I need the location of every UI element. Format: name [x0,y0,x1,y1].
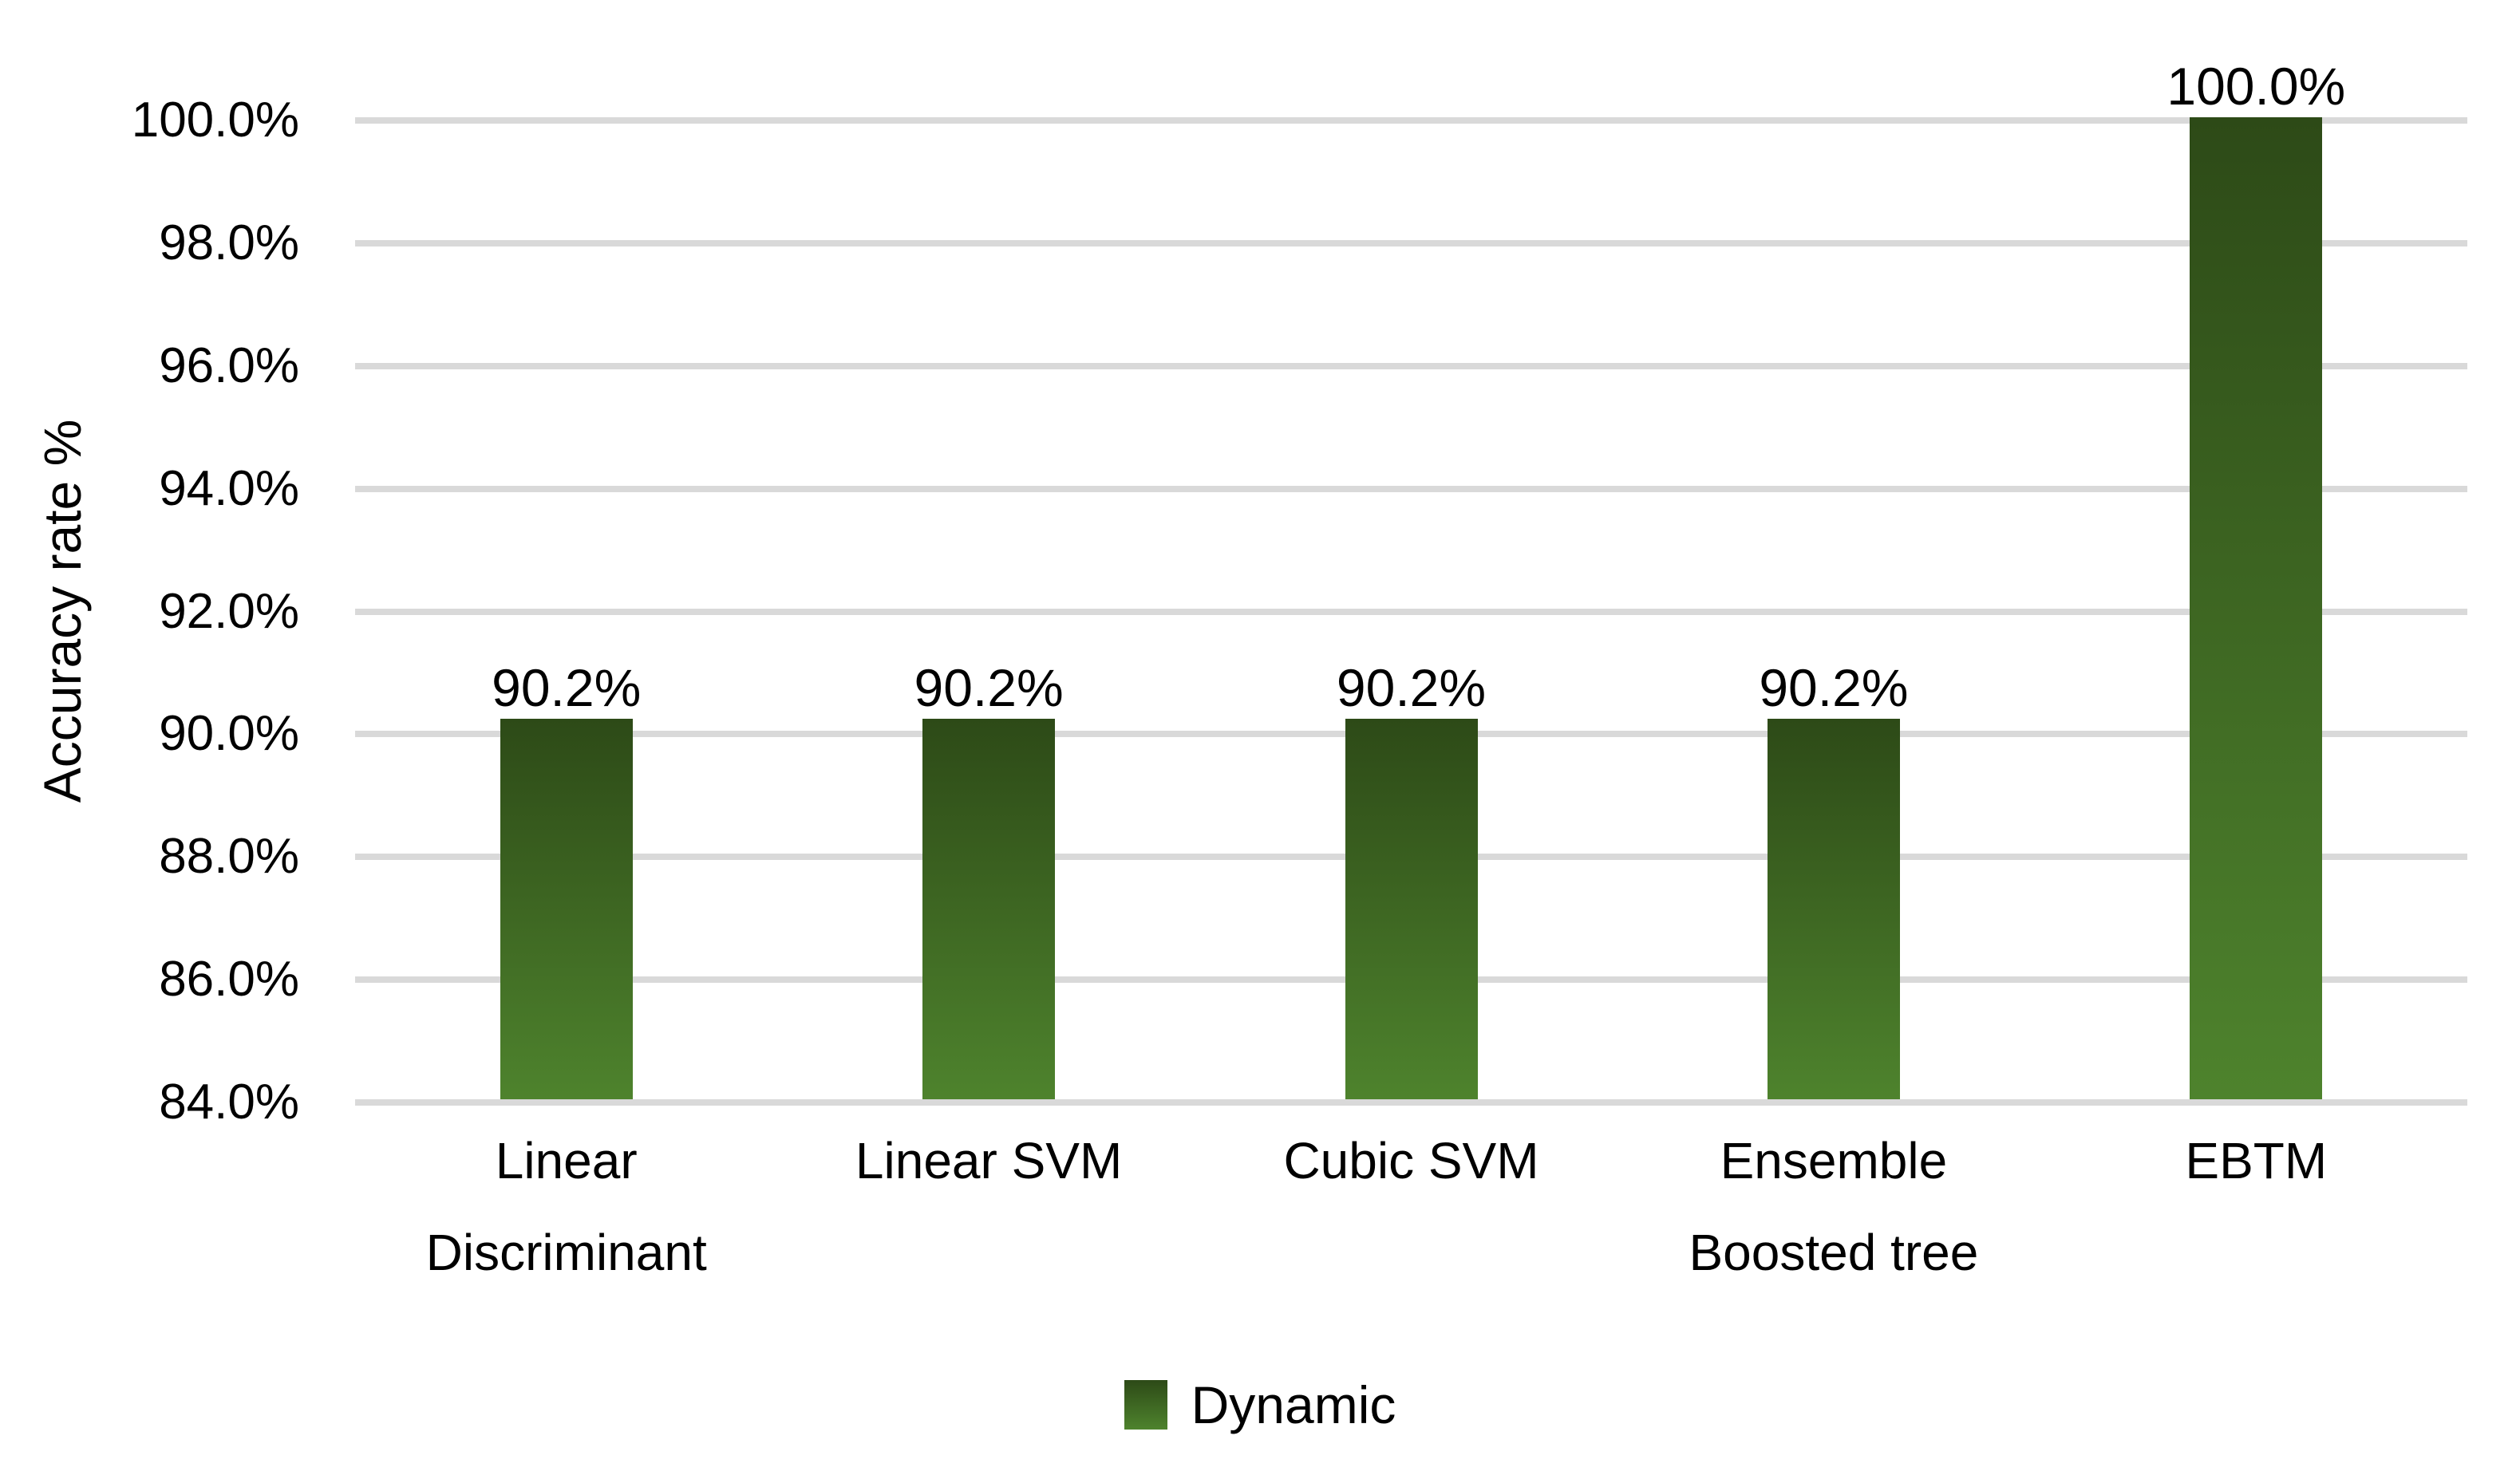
y-tick-label: 90.0% [159,706,299,762]
y-tick-label: 84.0% [159,1075,299,1130]
plot-area: 90.2% 90.2% 90.2% 90.2% 100.0% [355,60,2467,1106]
bar-ensemble-boosted-tree [1767,719,1900,1099]
x-category-label: EBTM [2185,1132,2328,1189]
bar-linear-discriminant [500,719,633,1099]
y-tick-label: 100.0% [131,93,299,148]
legend: Dynamic [0,1378,2520,1431]
y-tick-label: 86.0% [159,952,299,1008]
bar-ebtm [2190,117,2323,1099]
y-tick-label: 98.0% [159,215,299,270]
gridline [355,608,2467,615]
gridline [355,239,2467,246]
bar-value-label: 90.2% [492,658,642,717]
bar-value-label: 90.2% [914,658,1064,717]
bar-linear-svm [922,719,1056,1099]
gridline [355,485,2467,492]
x-category-label: Ensemble Boosted tree [1689,1132,1979,1282]
x-axis-category-labels: Linear Discriminant Linear SVM Cubic SVM En… [355,1115,2467,1355]
gridline [355,362,2467,369]
legend-swatch-dynamic-icon [1124,1380,1167,1430]
y-axis-tick-labels: 100.0% 98.0% 96.0% 94.0% 92.0% 90.0% 88.0% 86.0… [0,96,299,1127]
gridline [355,117,2467,124]
bar-value-label: 90.2% [1759,658,1909,717]
x-category-label: Linear Discriminant [425,1132,707,1282]
y-tick-label: 92.0% [159,583,299,639]
bar-value-label: 100.0% [2166,57,2346,116]
bar-cubic-svm [1345,719,1478,1099]
x-category-label: Linear SVM [855,1132,1123,1189]
y-tick-label: 96.0% [159,337,299,393]
gridline [355,1099,2467,1106]
y-tick-label: 88.0% [159,829,299,885]
legend-label: Dynamic [1191,1375,1396,1434]
bar-value-label: 90.2% [1336,658,1487,717]
y-tick-label: 94.0% [159,460,299,516]
x-category-label: Cubic SVM [1283,1132,1539,1189]
